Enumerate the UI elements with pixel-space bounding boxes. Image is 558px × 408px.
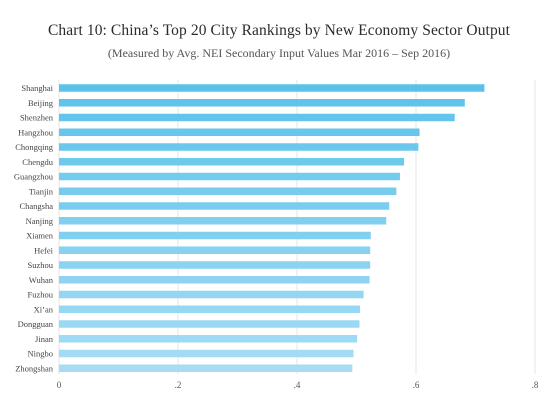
bars — [59, 84, 485, 372]
bar — [59, 276, 370, 284]
bar — [59, 290, 364, 299]
x-tick-label: .8 — [532, 380, 539, 390]
category-label: Shanghai — [21, 83, 53, 93]
bar — [59, 84, 485, 92]
chart-subtitle: (Measured by Avg. NEI Secondary Input Va… — [107, 46, 451, 60]
category-label: Chongqing — [15, 142, 54, 152]
bar — [59, 172, 400, 181]
category-label: Jinan — [35, 334, 54, 344]
bar — [59, 217, 387, 225]
category-label: Dongguan — [18, 319, 54, 329]
category-labels: Shanghai Beijing Shenzhen Hangzhou Chongqing… — [14, 83, 54, 373]
bar — [59, 320, 360, 328]
x-axis-ticks: 0 .2 .4 .6 .8 — [57, 380, 539, 390]
chart-title: Chart 10: China’s Top 20 City Rankings b… — [47, 22, 511, 39]
bar — [59, 246, 371, 254]
bar — [59, 349, 354, 358]
bar — [59, 113, 455, 122]
category-label: Changsha — [19, 201, 53, 211]
bar — [59, 99, 465, 107]
category-label: Wuhan — [29, 275, 54, 285]
category-label: Beijing — [28, 98, 54, 108]
category-label: Guangzhou — [14, 172, 54, 182]
bar — [59, 305, 361, 313]
bar — [59, 231, 371, 240]
bar — [59, 335, 358, 343]
category-label: Tianjin — [29, 186, 54, 196]
category-label: Zhongshan — [15, 363, 54, 373]
category-label: Fuzhou — [28, 290, 54, 300]
bar — [59, 364, 353, 372]
bar — [59, 143, 419, 151]
category-label: Ningbo — [28, 349, 54, 359]
x-tick-label: .6 — [413, 380, 420, 390]
grid-lines — [58, 80, 536, 374]
bar — [59, 261, 371, 269]
bar — [59, 158, 405, 166]
category-label: Nanjing — [26, 216, 54, 226]
category-label: Suzhou — [28, 260, 54, 270]
category-label: Hefei — [34, 245, 54, 255]
x-tick-label: .2 — [175, 380, 182, 390]
category-label: Shenzhen — [20, 113, 54, 123]
category-label: Xiamen — [26, 231, 54, 241]
bar — [59, 202, 390, 210]
category-label: Xi’an — [34, 304, 54, 314]
category-label: Chengdu — [22, 157, 53, 167]
category-label: Hangzhou — [18, 127, 54, 137]
x-tick-label: .4 — [294, 380, 301, 390]
bar — [59, 187, 397, 195]
x-tick-label: 0 — [57, 380, 62, 390]
bar — [59, 128, 420, 136]
